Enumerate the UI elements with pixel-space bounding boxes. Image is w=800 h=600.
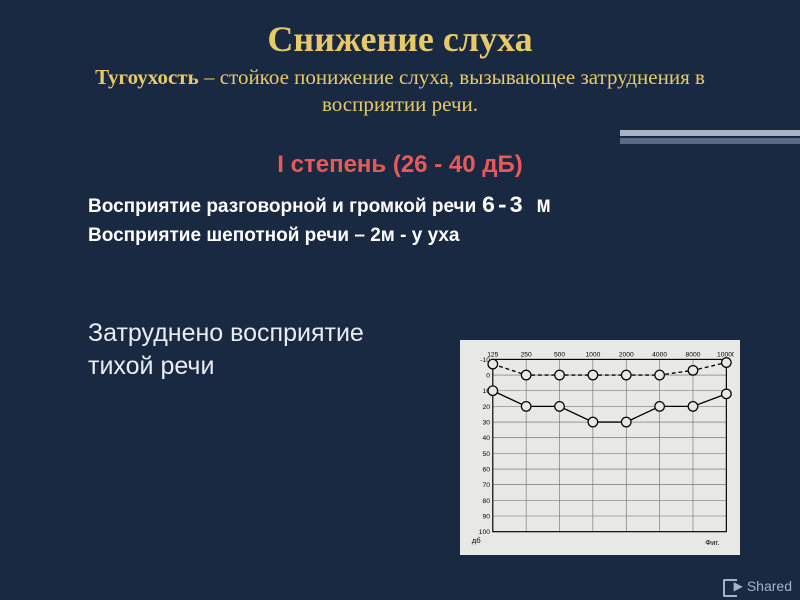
svg-text:4000: 4000: [652, 352, 667, 359]
svg-text:500: 500: [554, 352, 565, 359]
audiogram-chart: 125250500100020004000800010000-100102030…: [460, 340, 740, 555]
perception-loud-distance: 6-3 м: [482, 193, 551, 219]
svg-text:40: 40: [482, 435, 490, 442]
perception-whisper: Восприятие шепотной речи – 2м - у уха: [88, 225, 740, 247]
svg-text:90: 90: [482, 513, 490, 520]
svg-text:100: 100: [479, 529, 490, 536]
share-button[interactable]: Shared: [723, 578, 792, 594]
share-label: Shared: [747, 578, 792, 594]
slide-title: Снижение слуха: [0, 0, 800, 60]
svg-text:8000: 8000: [686, 352, 701, 359]
term: Тугоухость: [95, 65, 199, 89]
svg-text:60: 60: [482, 466, 490, 473]
svg-text:30: 30: [482, 419, 490, 426]
svg-text:70: 70: [482, 482, 490, 489]
svg-text:1000: 1000: [585, 352, 600, 359]
audiogram-svg: 125250500100020004000800010000-100102030…: [466, 344, 734, 549]
slide-subtitle: Тугоухость – стойкое понижение слуха, вы…: [0, 60, 800, 119]
svg-text:80: 80: [482, 498, 490, 505]
decorative-divider: [620, 130, 800, 150]
svg-text:2000: 2000: [619, 352, 634, 359]
perception-loud: Восприятие разговорной и громкой речи 6-…: [88, 193, 740, 219]
svg-text:20: 20: [482, 404, 490, 411]
share-icon: [723, 579, 741, 593]
svg-text:0: 0: [486, 372, 490, 379]
term-definition: – стойкое понижение слуха, вызывающее за…: [199, 65, 705, 116]
svg-text:Фиг.: Фиг.: [705, 538, 719, 547]
svg-text:дб: дб: [472, 536, 481, 545]
svg-text:250: 250: [521, 352, 532, 359]
svg-text:50: 50: [482, 451, 490, 458]
perception-loud-label: Восприятие разговорной и громкой речи: [88, 196, 482, 217]
